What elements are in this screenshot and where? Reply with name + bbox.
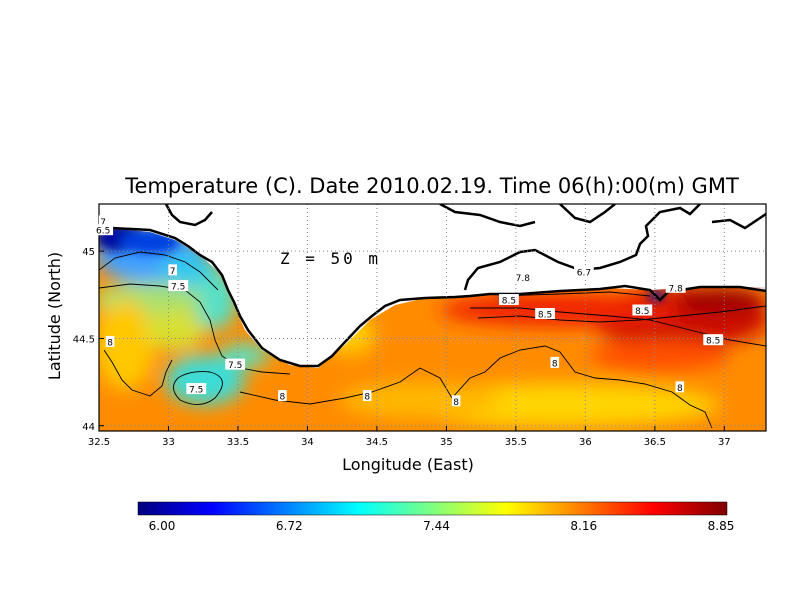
x-tick-label: 36.5 — [644, 437, 666, 448]
contour-label-box — [451, 395, 461, 407]
contour-label-box — [362, 390, 372, 402]
colorbar-ticks: 6.00 6.72 7.44 8.16 8.85 — [149, 519, 735, 533]
contour-label: 7 — [100, 218, 106, 228]
contour-label-box — [632, 304, 653, 316]
contour-label: 8 — [552, 359, 558, 369]
colorbar-tick-label: 7.44 — [423, 519, 450, 533]
contour-label: 8 — [677, 384, 683, 394]
contour-label: 7 — [170, 267, 176, 277]
y-tick-label: 45 — [82, 247, 95, 258]
azov-coast — [164, 204, 766, 291]
x-tick-label: 34.5 — [366, 437, 388, 448]
contour-label: 8.5 — [706, 337, 720, 347]
contour-label: 8 — [280, 393, 286, 403]
land-north — [99, 204, 766, 368]
plot-frame — [98, 203, 767, 432]
contour-label: 6.7 — [577, 269, 591, 279]
x-tick-label: 37 — [718, 437, 731, 448]
contour-label: 8.5 — [538, 311, 552, 321]
colorbar-tick-label: 6.72 — [276, 519, 303, 533]
sea-field — [99, 228, 766, 431]
contour-label-box — [225, 358, 246, 370]
contour-label: 7.5 — [189, 386, 203, 396]
contour-label-box — [675, 381, 685, 393]
contour-label: 8.5 — [635, 307, 649, 317]
contour-labels: 76.577.587.57.58 887.86.78.58.5 8.57.8888.… — [93, 215, 724, 408]
contour-label: 6.5 — [96, 227, 110, 237]
x-axis: 32.5 33 33.5 34 34.5 35 35.5 36 36.5 37 — [88, 426, 731, 448]
contour-label-box — [535, 308, 555, 320]
contour-label: 7.5 — [228, 361, 242, 371]
contour-label: 8.5 — [502, 297, 516, 307]
colorbar-tick-label: 6.00 — [149, 519, 176, 533]
colorbar-tick-label: 8.85 — [708, 519, 735, 533]
depth-annotation: Z = 50 m — [280, 249, 381, 268]
contour-label-box — [168, 264, 177, 276]
coastline — [99, 226, 766, 368]
x-tick-label: 33.5 — [227, 437, 249, 448]
x-tick-label: 36 — [579, 437, 592, 448]
contour-label-box — [168, 280, 189, 292]
y-tick-label: 44 — [82, 422, 95, 433]
chart-title: Temperature (C). Date 2010.02.19. Time 0… — [124, 174, 739, 198]
contour-label-box — [499, 294, 519, 306]
x-tick-label: 35 — [440, 437, 453, 448]
contour-label: 8 — [453, 398, 459, 408]
contour-label-box — [550, 356, 560, 368]
colorbar — [137, 501, 728, 516]
x-tick-label: 33 — [162, 437, 175, 448]
contour-label-box — [93, 224, 114, 236]
y-tick-label: 44.5 — [73, 334, 95, 345]
contour-label-box — [574, 266, 594, 278]
contour-label: 7.5 — [171, 283, 185, 293]
y-axis: 44 44.5 45 — [73, 247, 104, 433]
plot-area — [99, 204, 766, 431]
x-tick-label: 34 — [301, 437, 314, 448]
contour-label-box — [98, 215, 108, 227]
x-tick-label: 35.5 — [505, 437, 527, 448]
contour-label: 7.8 — [516, 274, 531, 284]
x-tick-label: 32.5 — [88, 437, 110, 448]
colorbar-tick-label: 8.16 — [570, 519, 597, 533]
contour-label-box — [186, 383, 207, 395]
x-axis-title: Longitude (East) — [342, 455, 474, 474]
contour-label: 8 — [107, 338, 113, 348]
contour-label: 8 — [364, 393, 370, 403]
contour-label: 7.8 — [669, 284, 684, 294]
y-axis-title: Latitude (North) — [45, 252, 64, 380]
contour-label-box — [703, 334, 724, 346]
contour-label-box — [278, 390, 287, 402]
contour-label-box — [512, 271, 533, 283]
contour-label-box — [105, 335, 115, 347]
contour-label-box — [665, 281, 686, 293]
